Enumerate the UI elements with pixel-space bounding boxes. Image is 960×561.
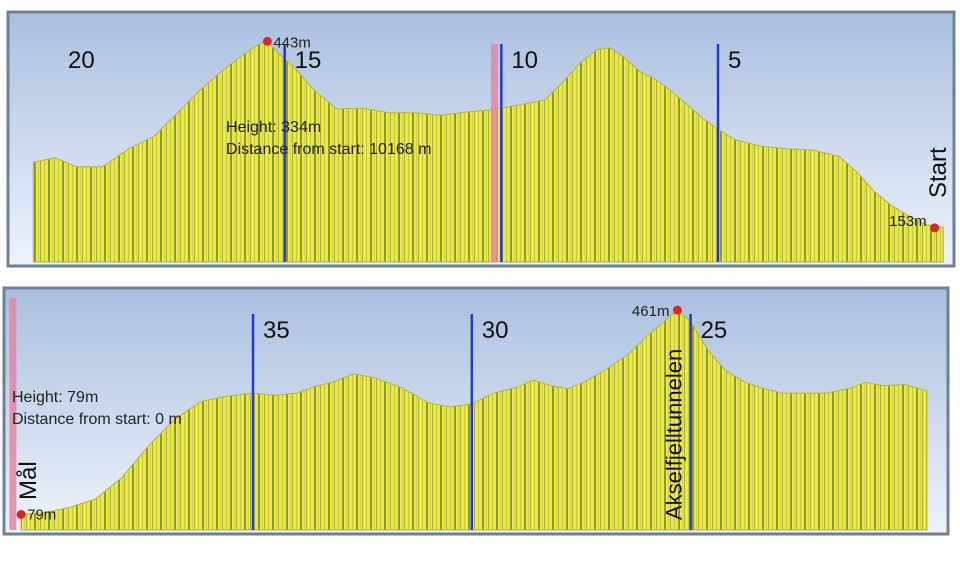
point-marker-461m	[672, 305, 682, 315]
cursor-line	[9, 298, 17, 530]
km-marker-label-10: 10	[511, 47, 538, 74]
point-label-461m: 461m	[632, 303, 670, 320]
point-marker-79m	[16, 509, 26, 519]
point-marker-153m	[930, 223, 940, 233]
point-marker-443m	[262, 36, 272, 46]
end-label-maal: Mål	[15, 461, 42, 500]
tunnel-label: Akselfjelltunnelen	[661, 349, 686, 520]
cursor-height-label: Height: 334m	[226, 119, 321, 136]
end-label-start: Start	[925, 147, 952, 198]
km-marker-label-30: 30	[482, 317, 509, 344]
point-label-443m: 443m	[273, 34, 311, 51]
cursor-distance-label: Distance from start: 0 m	[12, 411, 182, 428]
km-marker-label-25: 25	[701, 317, 728, 344]
cursor-line	[490, 44, 498, 262]
point-label-79m: 79m	[27, 506, 56, 523]
km-marker-label-20: 20	[68, 47, 95, 74]
km-marker-label-35: 35	[263, 317, 290, 344]
terrain-area	[20, 309, 928, 531]
elevation-panel-2: 35 30 25 79m 461m Height: 79m Distance from st…	[2, 286, 950, 536]
km-marker-label-15: 15	[295, 47, 322, 74]
km-marker-label-5: 5	[728, 47, 741, 74]
cursor-height-label: Height: 79m	[12, 389, 98, 406]
cursor-distance-label: Distance from start: 10168 m	[226, 141, 431, 158]
point-label-153m: 153m	[889, 213, 927, 230]
elevation-panel-1: 20 15 10 5 443m 153m Height: 334m Distance from…	[6, 10, 956, 268]
terrain-area	[32, 40, 944, 263]
